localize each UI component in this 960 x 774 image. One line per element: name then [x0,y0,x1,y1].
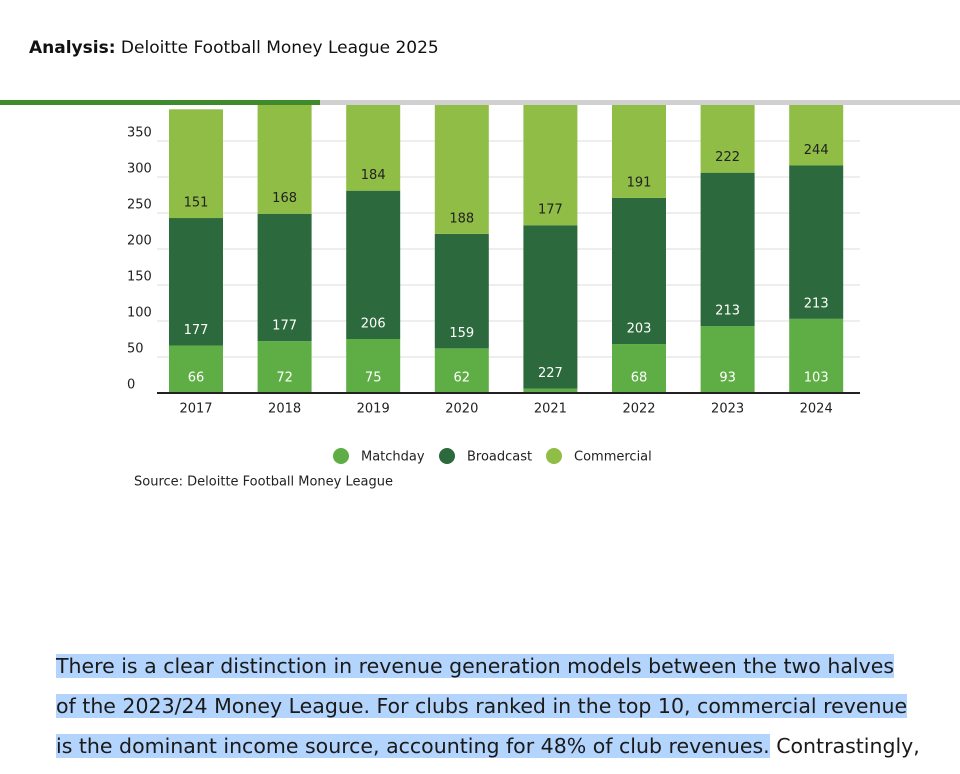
x-tick-label: 2022 [622,402,655,417]
data-label: 62 [454,371,471,386]
data-label: 244 [804,143,829,158]
data-label: 66 [188,371,205,386]
legend-label: Commercial [574,450,652,465]
y-tick-label: 300 [127,162,152,177]
bar-segment [700,172,755,327]
chart-source: Source: Deloitte Football Money League [134,475,393,490]
progress-bar [0,100,960,105]
bar-segment [523,97,578,226]
legend-label: Broadcast [467,450,532,465]
bar-segment [789,318,844,393]
data-label: 184 [361,168,386,183]
data-label: 168 [272,191,297,206]
data-label: 203 [627,322,652,337]
text-line: There is a clear distinction in revenue … [56,654,895,678]
bar-segment [523,225,578,389]
paragraph: There is a clear distinction in revenue … [56,646,920,766]
data-label: 151 [184,196,209,211]
data-label: 213 [804,296,829,311]
legend-marker [546,448,562,464]
data-label: 188 [449,211,474,226]
text-line: Contrastingly, [776,734,920,758]
data-label: 191 [627,175,652,190]
bar-segment [612,197,666,345]
y-tick-label: 50 [127,342,144,357]
bar-segment [257,341,312,393]
data-label: 177 [538,203,563,218]
data-label: 93 [719,371,736,386]
bar-segment [434,233,489,349]
y-tick-label: 100 [127,306,152,321]
y-tick-label: 0 [127,378,135,393]
y-tick-label: 350 [127,126,152,141]
x-tick-label: 2018 [268,402,301,417]
bar-segment [523,388,578,393]
header: Analysis: Deloitte Football Money League… [0,0,960,100]
data-label: 206 [361,317,386,332]
progress-fill [0,100,320,105]
bar-segment [169,345,223,393]
legend-marker [439,448,455,464]
bar-segment [612,344,666,393]
bar-segment [434,98,489,234]
x-tick-label: 2021 [534,402,567,417]
x-tick-label: 2020 [445,402,478,417]
data-label: 72 [276,371,293,386]
y-tick-label: 200 [127,234,152,249]
title-label: Analysis: [29,38,116,58]
y-tick-label: 250 [127,198,152,213]
text-line: of the 2023/24 Money League. For clubs r… [56,694,908,718]
data-label: 227 [538,366,563,381]
bar-segment [789,165,844,319]
bar-segment [257,213,312,342]
x-tick-label: 2019 [357,402,390,417]
x-tick-label: 2024 [800,402,833,417]
legend-marker [333,448,349,464]
bar-segment [346,190,401,339]
data-label: 159 [449,326,474,341]
data-label: 177 [272,319,297,334]
data-label: 75 [365,371,382,386]
title-text: Deloitte Football Money League 2025 [120,38,439,58]
bar-segment [169,109,223,219]
bar-segment [346,339,401,393]
y-tick-label: 150 [127,270,152,285]
chart: Source: Deloitte Football Money League 0… [127,0,860,490]
data-label: 213 [715,304,740,319]
bar-segment [434,348,489,393]
data-label: 177 [184,323,209,338]
data-label: 222 [715,150,740,165]
text-line: is the dominant income source, accountin… [56,734,770,758]
bar-segment [700,326,755,393]
article-title: Analysis: Deloitte Football Money League… [29,38,439,58]
bar-segment [169,218,223,346]
legend-label: Matchday [361,450,425,465]
data-label: 68 [631,371,648,386]
bar-segment [257,92,312,214]
x-tick-label: 2023 [711,402,744,417]
x-tick-label: 2017 [179,402,212,417]
data-label: 103 [804,371,829,386]
